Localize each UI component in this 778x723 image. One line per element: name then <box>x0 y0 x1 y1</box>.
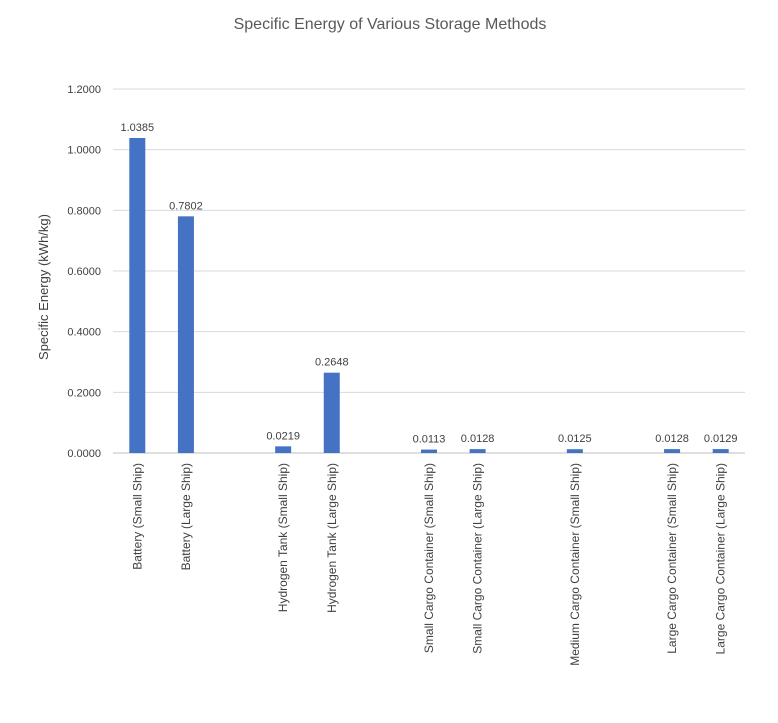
x-category-label: Small Cargo Container (Large Ship) <box>471 463 485 654</box>
data-labels: 1.0385 0.7802 0.0219 0.2648 0.0113 0.0128 0.01… <box>120 122 737 446</box>
data-label: 0.2648 <box>315 357 349 369</box>
bar[interactable] <box>566 449 583 453</box>
x-category-label: Battery (Small Ship) <box>130 463 144 570</box>
y-tick-label: 1.0000 <box>67 145 101 157</box>
bar[interactable] <box>177 216 194 453</box>
data-label: 0.0125 <box>558 433 592 445</box>
data-label: 0.0128 <box>461 433 495 445</box>
y-tick-label: 0.0000 <box>67 448 101 460</box>
bar[interactable] <box>469 449 486 453</box>
y-axis-ticks: 0.0000 0.2000 0.4000 0.6000 0.8000 1.0000 1.20… <box>67 84 101 460</box>
bar[interactable] <box>421 449 437 453</box>
chart-title: Specific Energy of Various Storage Metho… <box>234 16 547 33</box>
bar[interactable] <box>275 446 292 453</box>
data-label: 0.0219 <box>266 430 300 442</box>
y-tick-label: 0.6000 <box>67 266 101 278</box>
x-category-label: Small Cargo Container (Small Ship) <box>422 463 436 653</box>
data-label: 0.0113 <box>413 434 446 446</box>
data-label: 0.7802 <box>169 200 203 212</box>
bar[interactable] <box>323 372 340 453</box>
bar[interactable] <box>664 449 681 453</box>
x-category-label: Large Cargo Container (Large Ship) <box>714 463 728 654</box>
y-tick-label: 1.2000 <box>67 84 101 96</box>
x-category-label: Medium Cargo Container (Small Ship) <box>568 463 582 666</box>
x-category-label: Hydrogen Tank (Small Ship) <box>276 463 290 612</box>
y-tick-label: 0.8000 <box>67 205 101 217</box>
data-label: 0.0129 <box>704 433 738 445</box>
y-tick-label: 0.4000 <box>67 327 101 339</box>
y-axis-label: Specific Energy (kWh/kg) <box>36 214 51 360</box>
bar[interactable] <box>712 449 729 453</box>
data-label: 1.0385 <box>120 122 154 134</box>
x-category-label: Hydrogen Tank (Large Ship) <box>325 463 339 613</box>
x-category-label: Battery (Large Ship) <box>179 463 193 570</box>
bar[interactable] <box>129 137 146 453</box>
y-tick-label: 0.2000 <box>67 387 101 399</box>
bars <box>129 137 729 453</box>
x-category-label: Large Cargo Container (Small Ship) <box>665 463 679 654</box>
category-labels: Battery (Small Ship) Battery (Large Ship)… <box>130 463 727 666</box>
data-label: 0.0128 <box>655 433 689 445</box>
